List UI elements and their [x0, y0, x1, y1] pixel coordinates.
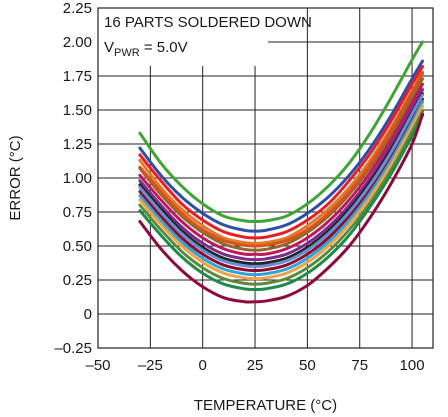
annotation-v: V	[104, 39, 114, 56]
x-tick-label: 100	[400, 357, 425, 374]
x-tick-label: –25	[138, 357, 163, 374]
x-axis-title: TEMPERATURE (°C)	[194, 397, 337, 414]
x-tick-label: 25	[247, 357, 264, 374]
y-axis-title: ERROR (°C)	[7, 135, 24, 220]
annotation-subscript: PWR	[114, 47, 140, 59]
series-line-16	[138, 112, 425, 304]
y-tick-label: 2.00	[63, 34, 92, 51]
series-line-6	[138, 82, 425, 257]
annotation-line-1: 16 PARTS SOLDERED DOWN	[104, 14, 312, 31]
y-tick-label: 0.25	[63, 272, 92, 289]
series-line-15	[138, 93, 425, 268]
y-tick-label: 0.75	[63, 204, 92, 221]
y-tick-label: 1.25	[63, 136, 92, 153]
series-lines	[138, 40, 425, 304]
series-line-8	[138, 92, 425, 266]
x-tick-label: 0	[199, 357, 207, 374]
series-line-9	[138, 97, 425, 273]
y-tick-label: 0.50	[63, 238, 92, 255]
series-line-12	[138, 109, 425, 286]
series-line-3	[138, 64, 425, 240]
series-line-1	[138, 40, 425, 224]
series-line-14	[138, 71, 425, 248]
x-tick-label: –50	[85, 357, 110, 374]
series-line-13	[138, 113, 425, 292]
y-tick-label: 1.75	[63, 68, 92, 85]
x-tick-label: 50	[299, 357, 316, 374]
y-tick-label: 1.00	[63, 170, 92, 187]
series-line-7	[138, 88, 425, 262]
y-tick-label: –0.25	[54, 340, 92, 357]
series-line-4	[138, 70, 425, 245]
y-tick-label: 1.50	[63, 102, 92, 119]
y-tick-label: 0	[84, 306, 92, 323]
plot-frame	[97, 7, 434, 349]
y-tick-label: 2.25	[63, 0, 92, 17]
annotation-line-2: VPWR = 5.0V	[104, 39, 188, 59]
series-line-5	[138, 77, 425, 252]
annotation: 16 PARTS SOLDERED DOWN VPWR = 5.0V	[98, 8, 312, 66]
x-tick-label: 75	[351, 357, 368, 374]
annotation-background	[98, 8, 268, 66]
tick-labels: –50 –25 0 25 50 75 100 –0.25 0 0.25 0.50 0.75 1.00 1.…	[54, 0, 424, 374]
annotation-value: = 5.0V	[140, 39, 188, 56]
series-line-10	[138, 100, 425, 277]
series-line-11	[138, 104, 425, 281]
series-line-2	[138, 59, 425, 233]
